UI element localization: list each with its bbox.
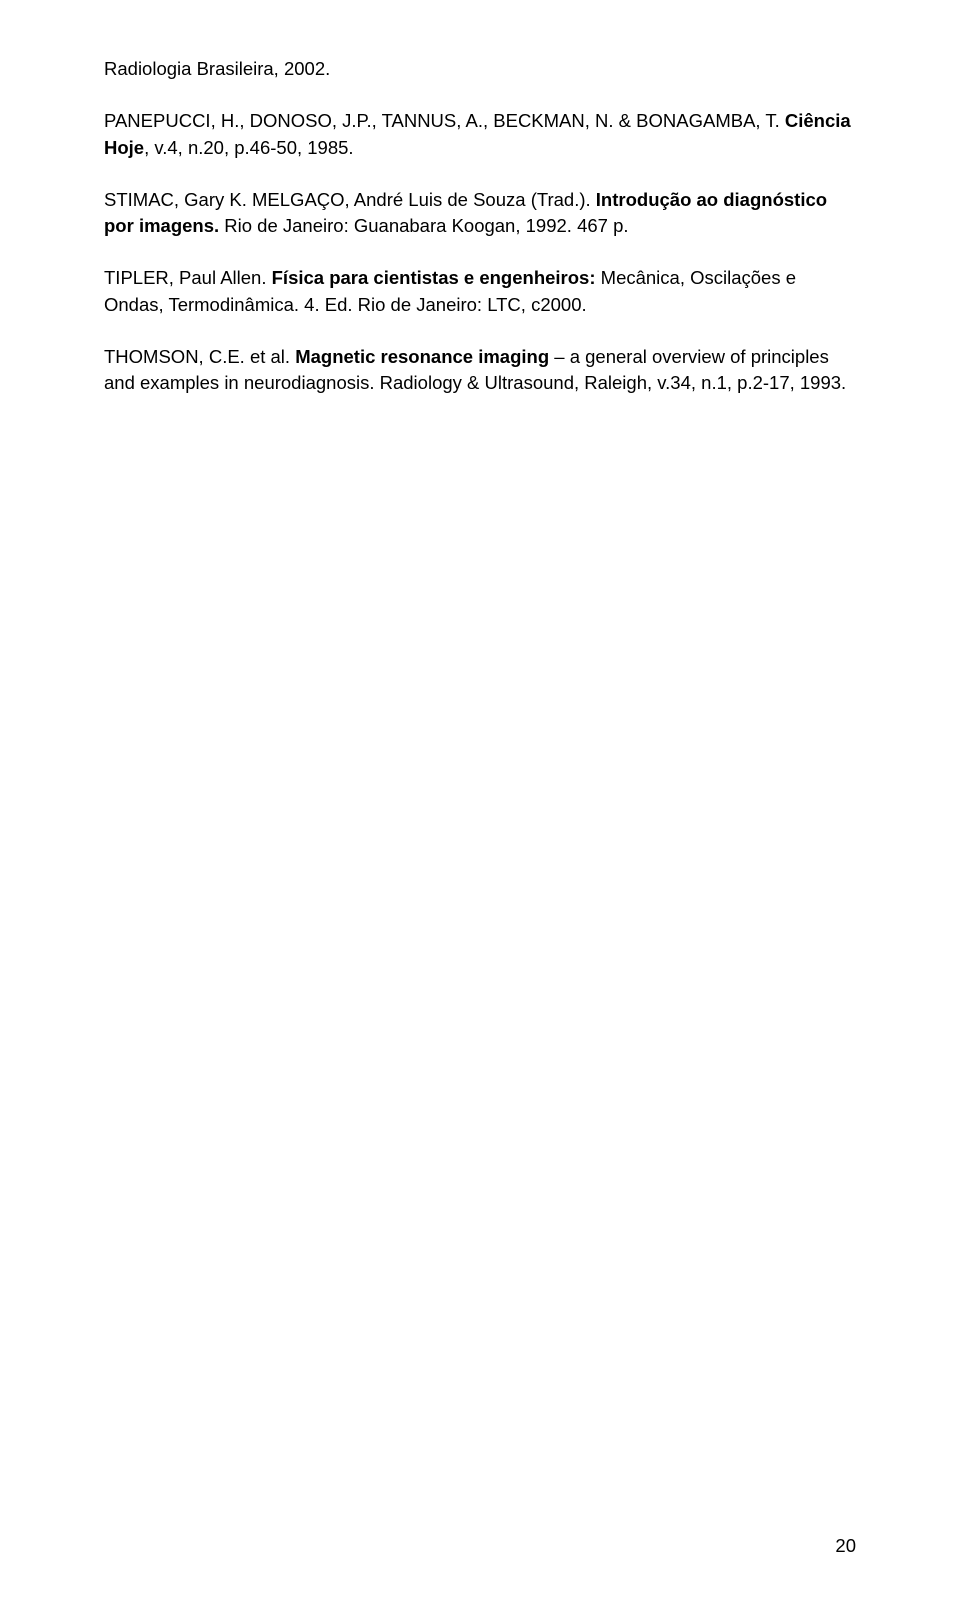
reference-text: Radiologia Brasileira, 2002. bbox=[104, 58, 330, 79]
reference-text: Radiology & Ultrasound, Raleigh, v.34, n… bbox=[374, 372, 846, 393]
reference-title: Física para cientistas e engenheiros: bbox=[272, 267, 596, 288]
page-number: 20 bbox=[835, 1535, 856, 1557]
reference-title: Magnetic resonance imaging bbox=[295, 346, 549, 367]
reference-entry: PANEPUCCI, H., DONOSO, J.P., TANNUS, A.,… bbox=[104, 108, 856, 161]
reference-text: THOMSON, C.E. et al. bbox=[104, 346, 295, 367]
reference-entry: Radiologia Brasileira, 2002. bbox=[104, 56, 856, 82]
reference-entry: TIPLER, Paul Allen. Física para cientist… bbox=[104, 265, 856, 318]
reference-text: TIPLER, Paul Allen. bbox=[104, 267, 272, 288]
reference-text: STIMAC, Gary K. MELGAÇO, André Luis de S… bbox=[104, 189, 596, 210]
reference-text: Rio de Janeiro: Guanabara Koogan, 1992. … bbox=[219, 215, 628, 236]
reference-text: PANEPUCCI, H., DONOSO, J.P., TANNUS, A.,… bbox=[104, 110, 785, 131]
reference-text: , v.4, n.20, p.46-50, 1985. bbox=[144, 137, 353, 158]
reference-entry: STIMAC, Gary K. MELGAÇO, André Luis de S… bbox=[104, 187, 856, 240]
reference-entry: THOMSON, C.E. et al. Magnetic resonance … bbox=[104, 344, 856, 397]
references-section: Radiologia Brasileira, 2002. PANEPUCCI, … bbox=[0, 0, 960, 396]
